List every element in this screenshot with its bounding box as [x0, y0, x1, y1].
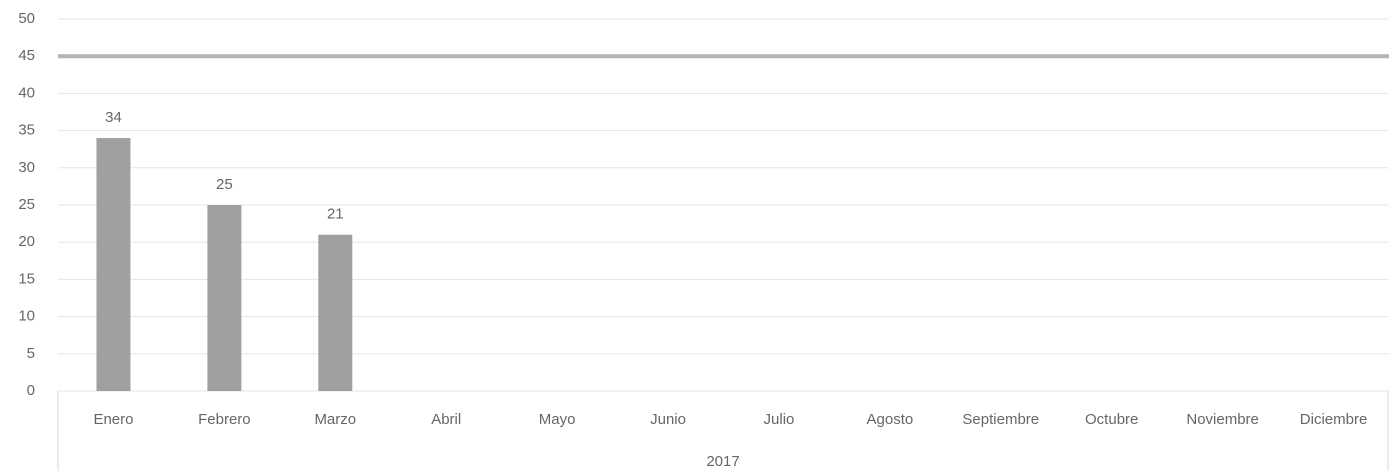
y-tick-label: 35	[18, 122, 35, 139]
data-label: 25	[216, 176, 233, 193]
y-tick-label: 40	[18, 84, 35, 101]
y-tick-label: 20	[18, 233, 35, 250]
group-label: 2017	[706, 453, 739, 470]
y-tick-label: 30	[18, 159, 35, 176]
x-tick-label: Septiembre	[962, 411, 1039, 428]
y-tick-label: 25	[18, 196, 35, 213]
x-tick-label: Enero	[93, 411, 133, 428]
x-tick-label: Diciembre	[1300, 411, 1368, 428]
x-tick-label: Noviembre	[1186, 411, 1259, 428]
x-tick-label: Febrero	[198, 411, 251, 428]
bar	[318, 234, 353, 391]
x-tick-label: Agosto	[867, 411, 914, 428]
y-tick-label: 50	[18, 10, 35, 27]
y-tick-label: 15	[18, 270, 35, 287]
x-tick-label: Abril	[431, 411, 461, 428]
y-tick-label: 5	[27, 345, 35, 362]
x-tick-label: Octubre	[1085, 411, 1138, 428]
x-tick-label: Marzo	[314, 411, 356, 428]
bar	[207, 205, 242, 391]
data-label: 34	[105, 109, 122, 126]
bar	[96, 138, 131, 391]
x-tick-label: Junio	[650, 411, 686, 428]
y-tick-label: 10	[18, 308, 35, 325]
x-tick-label: Julio	[764, 411, 795, 428]
y-tick-label: 45	[18, 47, 35, 64]
data-label: 21	[327, 206, 344, 223]
x-tick-label: Mayo	[539, 411, 576, 428]
y-tick-label: 0	[27, 382, 35, 399]
